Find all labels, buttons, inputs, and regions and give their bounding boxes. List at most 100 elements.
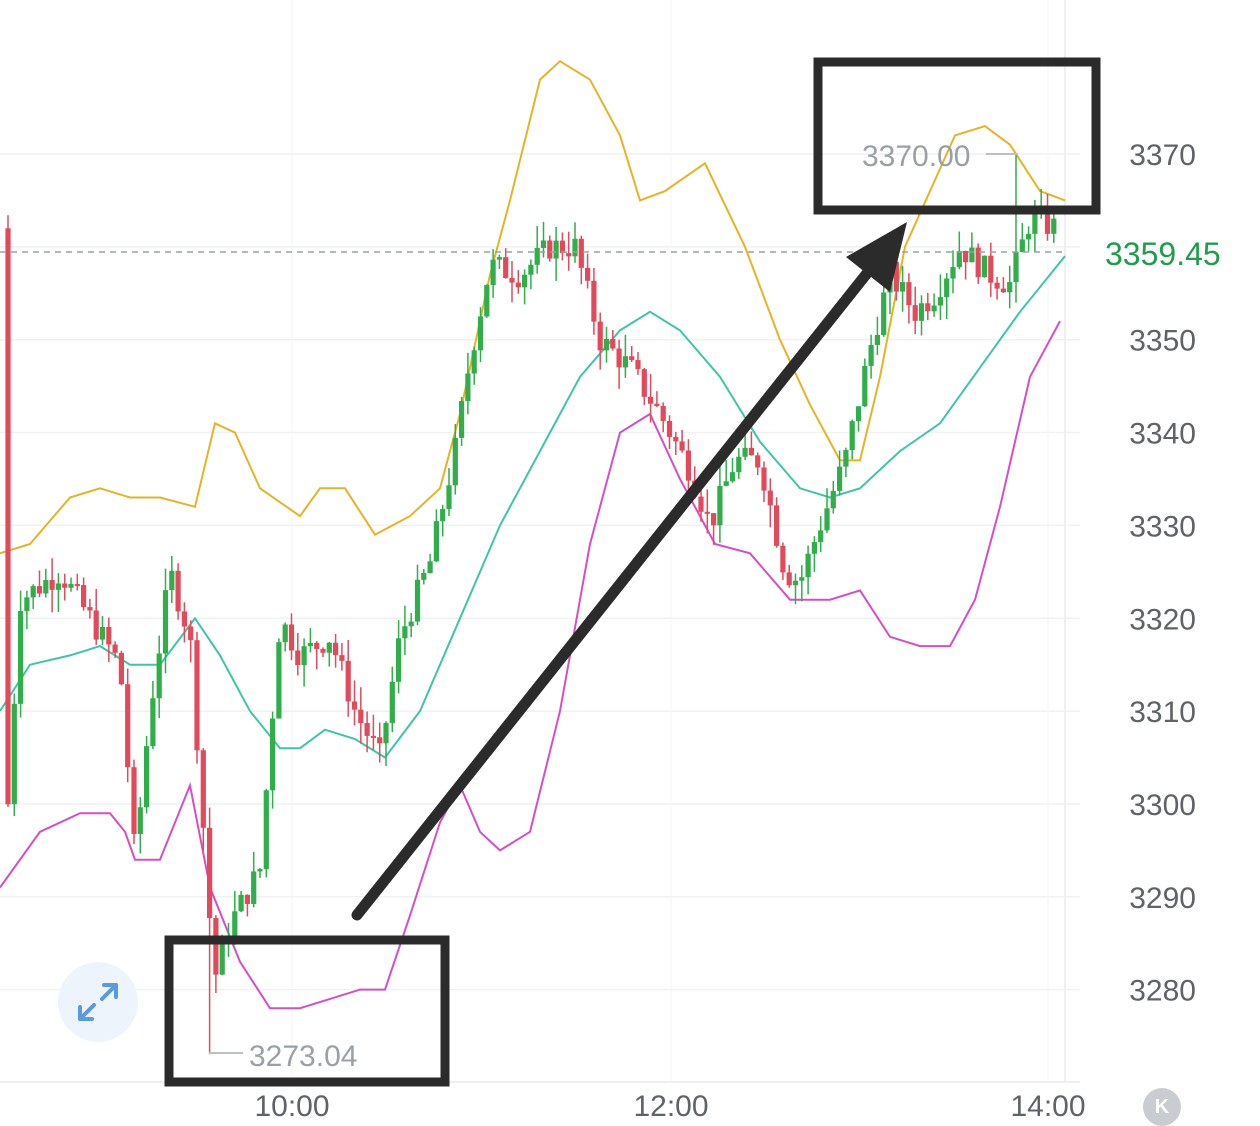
candle-body	[320, 648, 326, 653]
candle-body	[711, 513, 717, 526]
candle-body	[276, 642, 282, 719]
y-tick-label: 3300	[1129, 789, 1196, 822]
candle-body	[194, 640, 200, 751]
candle-body	[1000, 288, 1006, 293]
candle-body	[723, 481, 729, 486]
candle-body	[679, 441, 685, 451]
candle-body	[988, 255, 994, 283]
candle-body	[471, 350, 477, 374]
candle-body	[465, 373, 471, 402]
candle-body	[704, 511, 710, 514]
candle-body	[24, 597, 30, 612]
candle-body	[528, 264, 534, 275]
candle-body	[963, 251, 969, 263]
candle-body	[616, 348, 622, 368]
candle-body	[540, 240, 547, 248]
candle-body	[169, 570, 175, 591]
candle-body	[1032, 213, 1038, 234]
candle-body	[572, 238, 578, 257]
candle-body	[578, 238, 584, 268]
candle-body	[5, 228, 11, 805]
candle-body	[566, 253, 572, 257]
candle-body	[868, 344, 874, 366]
candle-body	[1051, 218, 1057, 234]
candle-body	[383, 722, 389, 744]
bollinger-lower-band	[0, 320, 1061, 1010]
candle-body	[622, 356, 628, 368]
fullscreen-button[interactable]	[58, 962, 138, 1042]
candle-body	[370, 735, 376, 738]
candle-body	[49, 580, 55, 590]
candles	[5, 154, 1057, 1055]
candle-body	[673, 436, 679, 442]
candle-body	[937, 297, 943, 306]
candle-body	[717, 485, 723, 526]
trend-arrowhead	[846, 222, 907, 292]
candle-body	[459, 401, 465, 438]
candle-body	[125, 684, 131, 768]
candle-body	[515, 282, 521, 288]
candle-body	[981, 255, 988, 278]
candle-body	[251, 871, 257, 904]
candle-body	[849, 421, 855, 451]
candle-body	[326, 642, 332, 653]
candle-body	[238, 894, 244, 912]
candle-body	[30, 586, 36, 598]
candle-body	[490, 259, 496, 285]
candle-body	[585, 267, 591, 281]
candle-body	[408, 621, 414, 627]
candle-body	[736, 456, 742, 473]
candle-body	[610, 338, 616, 349]
candle-body	[648, 396, 654, 404]
candle-body	[900, 282, 906, 292]
candle-body	[364, 723, 370, 736]
candle-body	[295, 650, 301, 665]
candle-body	[799, 577, 805, 581]
candle-body	[11, 703, 17, 805]
candle-body	[685, 450, 691, 481]
candle-body	[421, 572, 427, 580]
candle-body	[314, 642, 320, 649]
bollinger-upper-band	[0, 59, 1066, 555]
candle-body	[1019, 239, 1025, 252]
candle-body	[729, 472, 736, 482]
y-axis: 3370 3350 3340 3330 3320 3310 3300 3290 3280	[1129, 139, 1196, 1008]
candle-body	[396, 638, 402, 682]
candle-body	[427, 561, 433, 573]
candle-body	[156, 653, 162, 699]
candle-body	[452, 437, 458, 486]
candle-body	[767, 490, 773, 506]
candle-body	[351, 701, 358, 710]
candle-body	[106, 626, 112, 645]
candle-body	[1013, 251, 1019, 283]
candle-body	[748, 447, 754, 456]
candle-body	[402, 626, 408, 639]
candle-body	[68, 584, 74, 588]
candle-body	[805, 553, 811, 578]
candle-body	[207, 827, 213, 919]
candle-body	[484, 284, 490, 317]
candle-body	[862, 365, 868, 407]
candle-body	[288, 624, 295, 651]
candle-body	[654, 403, 660, 406]
candle-body	[81, 585, 87, 608]
candle-body	[55, 583, 61, 590]
candle-body	[666, 420, 673, 437]
candle-body	[188, 626, 194, 641]
candle-body	[345, 660, 351, 702]
high-label: 3370.00	[862, 140, 970, 173]
candle-body	[786, 572, 792, 586]
candle-body	[87, 607, 93, 611]
x-axis: 10:00 12:00 14:00	[254, 1090, 1085, 1123]
candle-body	[144, 746, 150, 808]
candle-body	[755, 455, 761, 468]
candle-body	[18, 611, 24, 704]
candle-body	[969, 247, 975, 263]
kline-button[interactable]: K	[1143, 1088, 1181, 1126]
high-highlight-box	[813, 57, 1101, 215]
candle-body	[99, 626, 106, 640]
candle-body	[162, 590, 169, 654]
candle-body	[591, 280, 597, 322]
candle-body	[553, 240, 559, 259]
